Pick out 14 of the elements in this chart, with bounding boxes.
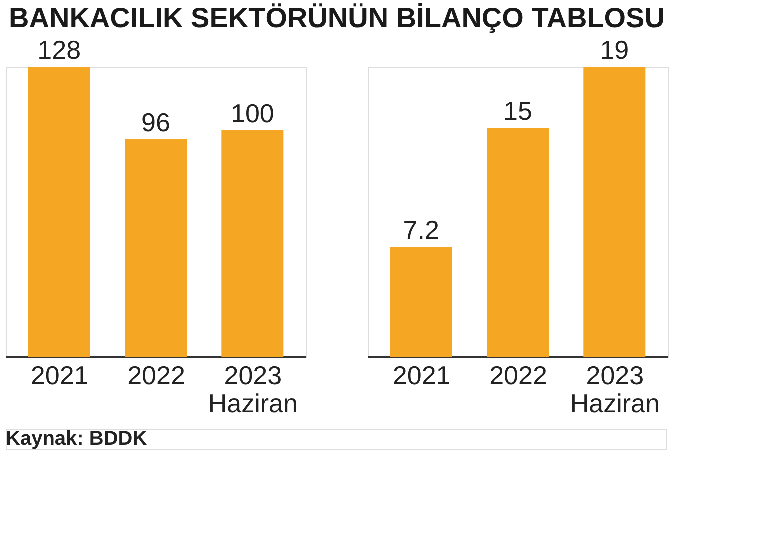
- chart-title: BANKACILIK SEKTÖRÜNÜN BİLANÇO TABLOSU: [9, 2, 665, 34]
- data-label: 15: [504, 96, 532, 126]
- x-tick-label: 2022: [490, 360, 548, 390]
- x-tick-label: 2023 Haziran: [570, 360, 660, 418]
- text: Kaynak: BDDK: [6, 428, 148, 450]
- data-label: 7.2: [403, 215, 440, 246]
- x-tick-label: 2022: [128, 360, 186, 390]
- data-label: 128: [38, 35, 82, 65]
- x-tick-label: 2021: [30, 360, 89, 390]
- data-label: 19: [600, 35, 630, 65]
- x-tick-label: 2023 Haziran: [208, 360, 298, 418]
- data-label: 100: [230, 98, 274, 128]
- data-label: 96: [142, 108, 170, 138]
- x-tick-label: 2021: [392, 360, 451, 390]
